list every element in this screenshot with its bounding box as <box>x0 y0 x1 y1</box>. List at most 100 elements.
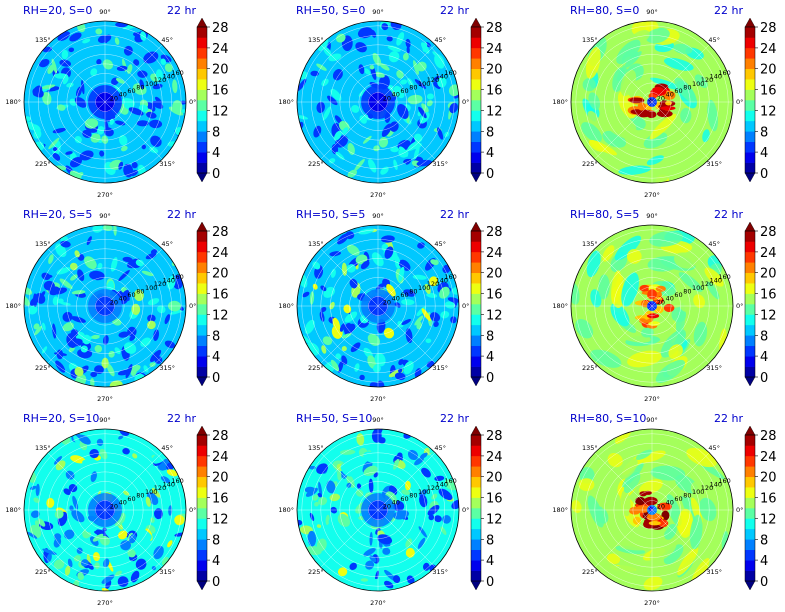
contour-patch <box>118 331 130 338</box>
contour-patch <box>440 311 450 319</box>
colorbar-frame <box>196 230 208 378</box>
contour-patch <box>78 434 91 445</box>
colorbar-segment <box>197 68 207 80</box>
contour-patch <box>418 526 428 538</box>
colorbar-segment <box>745 455 755 467</box>
contour-patch <box>342 127 349 135</box>
colorbar-segment <box>197 47 207 59</box>
colorbar-extend-min <box>744 580 756 591</box>
colorbar-segment <box>197 162 207 174</box>
panel-title: RH=80, S=0 <box>570 4 639 17</box>
colorbar-tick-label: 12 <box>212 512 229 527</box>
angle-tick-label: 45° <box>434 36 446 44</box>
colorbar: 0 4 8 12 16 20 24 28 <box>470 425 503 591</box>
contour-patch <box>141 144 147 150</box>
contour-patch <box>147 320 156 330</box>
colorbar-tick-label: 8 <box>760 533 768 548</box>
contour-patch <box>82 38 91 44</box>
contour-patch <box>151 487 161 498</box>
colorbar-extend-max <box>744 221 756 232</box>
colorbar: 0 4 8 12 16 20 24 28 <box>196 17 229 183</box>
radial-tick-label: 100 <box>692 284 704 292</box>
eyewall-patch <box>632 516 642 525</box>
contour-patch <box>398 266 405 282</box>
radial-tick-label: 80 <box>136 83 144 91</box>
contour-patch <box>102 527 107 532</box>
colorbar-segment <box>197 304 207 315</box>
contour-patch <box>30 510 40 518</box>
contour-patch <box>43 280 55 291</box>
angle-tick-label: 0° <box>189 506 196 514</box>
angle-tick-label: 180° <box>278 98 294 106</box>
contour-patch <box>157 305 166 314</box>
contour-patch <box>449 102 458 114</box>
radial-tick-label: 100 <box>145 80 157 88</box>
contour-patch <box>160 476 171 484</box>
contour-patch <box>432 51 441 59</box>
contour-patch <box>331 325 343 339</box>
contour-patch <box>680 107 692 124</box>
angular-gridline <box>594 101 653 160</box>
radial-tick-label: 60 <box>674 87 682 95</box>
angle-tick-label: 315° <box>432 160 448 168</box>
contour-patch <box>115 570 122 577</box>
contour-patch <box>673 43 693 55</box>
contour-patch <box>111 462 115 471</box>
contour-patch <box>332 69 343 81</box>
colorbar-tick-label: 20 <box>760 63 777 78</box>
contour-patch <box>318 481 323 497</box>
radial-tick-label: 120 <box>701 484 713 492</box>
contour-patch <box>406 575 415 585</box>
colorbar-tick-label: 20 <box>212 471 229 486</box>
contour-patch <box>430 259 438 265</box>
contour-patch <box>145 496 151 507</box>
contour-patch <box>655 359 686 383</box>
contour-patch <box>403 289 416 297</box>
contour-patch <box>363 578 380 584</box>
contour-patch <box>402 52 409 61</box>
contour-patch <box>413 145 420 160</box>
contour-patch <box>372 364 381 373</box>
contour-patch <box>297 115 309 120</box>
radial-tick-label: 120 <box>427 76 439 84</box>
eyewall-patch <box>635 315 650 321</box>
colorbar-tick-label: 16 <box>486 492 503 507</box>
colorbar-extend-max <box>196 17 208 28</box>
contour-patch <box>52 323 57 339</box>
contour-patch <box>167 275 176 290</box>
contour-patch <box>649 113 677 140</box>
angle-tick-label: 225° <box>308 160 324 168</box>
contour-patch <box>64 565 71 576</box>
contour-patch <box>398 359 404 366</box>
colorbar-segment <box>471 518 481 530</box>
colorbar-tick-label: 4 <box>212 146 220 161</box>
contour-patch <box>81 80 85 95</box>
radial-tick-label: 140 <box>163 277 175 285</box>
colorbar-frame <box>470 230 482 378</box>
colorbar-segment <box>197 37 207 49</box>
radial-tick-label: 100 <box>145 284 157 292</box>
contour-patch <box>164 340 176 349</box>
contour-patch <box>54 509 64 519</box>
contour-patch <box>333 130 342 141</box>
polar-frame <box>23 224 187 388</box>
contour-patch <box>47 64 55 74</box>
colorbar-segment <box>745 141 755 153</box>
colorbar-segment <box>471 366 481 378</box>
contour-patch <box>412 274 427 280</box>
contour-patch <box>41 272 51 280</box>
contour-patch <box>588 140 605 152</box>
contour-patch <box>419 452 428 459</box>
contour-patch <box>149 362 156 367</box>
colorbar-tick-label: 28 <box>760 225 777 240</box>
contour-patch <box>118 435 124 440</box>
contour-patch <box>426 93 434 100</box>
contour-patch <box>704 267 724 287</box>
contour-patch <box>360 260 370 270</box>
colorbar-tick-label: 0 <box>760 575 768 590</box>
colorbar-tick-label: 16 <box>486 288 503 303</box>
contour-patch <box>440 526 447 535</box>
colorbar-tick-label: 24 <box>760 246 777 261</box>
polar-panel: 20 40 60 80 1001201401600°45°90°135°180°225°… <box>552 412 776 607</box>
angular-gridline <box>594 509 653 568</box>
